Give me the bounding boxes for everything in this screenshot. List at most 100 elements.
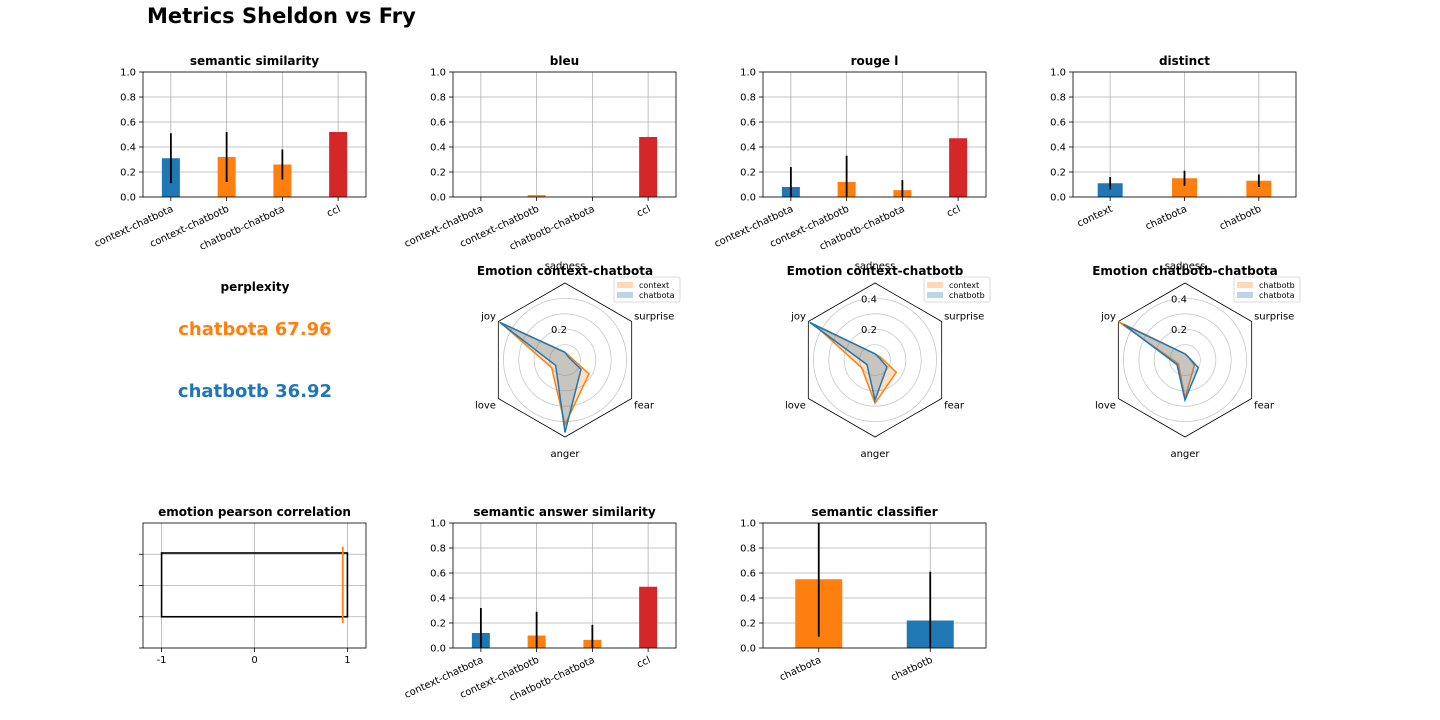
x-tick-label: context bbox=[1076, 204, 1115, 230]
chart-rouge: rouge l0.00.20.40.60.81.0context-chatbot… bbox=[713, 54, 987, 253]
x-tick-label: ccl bbox=[945, 204, 962, 220]
axes-frame bbox=[762, 522, 987, 649]
chart-emo1: Emotion context-chatbota 0.2 sadness surpri… bbox=[475, 261, 681, 460]
x-tick-label: 0 bbox=[251, 655, 257, 666]
y-tick-label: 1.0 bbox=[120, 68, 136, 79]
bar-context bbox=[1097, 183, 1123, 197]
bar-ccl bbox=[639, 137, 658, 197]
axis-label-joy: joy bbox=[1100, 312, 1116, 323]
axes-frame bbox=[452, 522, 677, 649]
radar-series-chatbotb bbox=[809, 321, 888, 403]
radial-gridline bbox=[1153, 328, 1217, 392]
y-tick-label: 0.2 bbox=[430, 619, 446, 630]
chart-emo3: Emotion chatbotb-chatbota 0.2 0.4 sadness su… bbox=[1092, 261, 1301, 460]
x-tick-label: ccl bbox=[325, 204, 342, 220]
y-tick-label: 1.0 bbox=[430, 68, 446, 79]
correlation-box bbox=[160, 552, 349, 618]
chart-title: semantic classifier bbox=[811, 505, 937, 519]
chart-pearson: emotion pearson correlation -1 0 1 bbox=[139, 505, 367, 666]
bar-chatbotb bbox=[1246, 180, 1272, 197]
y-tick-label: 0.4 bbox=[430, 143, 446, 154]
axis-label-surprise: surprise bbox=[1254, 312, 1294, 323]
y-tick-label: 0.8 bbox=[740, 544, 756, 555]
bar-chatbota bbox=[1172, 178, 1197, 197]
chart-title: distinct bbox=[1159, 54, 1210, 68]
y-tick-label: 0.0 bbox=[740, 644, 756, 655]
y-tick-label: 1.0 bbox=[740, 68, 756, 79]
y-tick-label: 0.4 bbox=[120, 143, 136, 154]
axis-label-fear: fear bbox=[1254, 401, 1275, 412]
bar-chatbotb-chatbota bbox=[273, 164, 292, 197]
r-tick-label: 0.4 bbox=[1171, 294, 1187, 305]
axis-label-anger: anger bbox=[550, 449, 580, 460]
radial-gridline bbox=[828, 313, 922, 407]
y-tick-label: 0.4 bbox=[1050, 143, 1066, 154]
chart-title: rouge l bbox=[851, 54, 899, 68]
y-tick-label: 0.2 bbox=[1050, 168, 1066, 179]
y-tick-label: 0.6 bbox=[430, 118, 446, 129]
axis-label-love: love bbox=[1095, 401, 1116, 412]
radar-series-chatbota bbox=[1123, 323, 1200, 403]
y-tick-label: 0.0 bbox=[430, 644, 446, 655]
axis-label-love: love bbox=[785, 401, 806, 412]
bar-ccl bbox=[329, 132, 348, 197]
radial-gridline bbox=[533, 328, 597, 392]
legend-label: chatbota bbox=[639, 291, 675, 300]
legend-swatch bbox=[1237, 282, 1253, 288]
chart-semclf: semantic classifier 0.0 0.2 0.4 0.6 0.8 1.0 cha… bbox=[740, 505, 987, 684]
legend-swatch bbox=[927, 292, 943, 298]
y-tick-label: 0.8 bbox=[1050, 93, 1066, 104]
r-tick-label: 0.2 bbox=[861, 325, 877, 336]
y-tick-label: 0.8 bbox=[430, 544, 446, 555]
legend-label: chatbotb bbox=[1259, 281, 1295, 290]
r-tick-label: 0.4 bbox=[861, 294, 877, 305]
legend-label: context bbox=[949, 281, 979, 290]
legend-box bbox=[1233, 276, 1301, 303]
radial-gridline bbox=[518, 313, 612, 407]
radial-gridline bbox=[843, 328, 907, 392]
axes-frame bbox=[142, 71, 367, 198]
y-tick-label: 0.4 bbox=[740, 143, 756, 154]
axis-label-joy: joy bbox=[790, 312, 806, 323]
axis-label-sadness: sadness bbox=[545, 261, 586, 272]
axis-label-anger: anger bbox=[1170, 449, 1200, 460]
axis-label-surprise: surprise bbox=[944, 312, 984, 323]
chart-bleu: bleu0.00.20.40.60.81.0context-chatbotaco… bbox=[403, 54, 677, 253]
legend-label: chatbotb bbox=[949, 291, 985, 300]
x-tick-label: chatbotb bbox=[1218, 204, 1263, 233]
x-tick-label: chatbotb bbox=[889, 655, 934, 684]
y-tick-label: 0.6 bbox=[740, 569, 756, 580]
x-tick-label: -1 bbox=[157, 655, 167, 666]
perplexity-value: chatbotb 36.92 bbox=[178, 381, 332, 402]
y-tick-label: 0.6 bbox=[1050, 118, 1066, 129]
radar-frame bbox=[497, 282, 633, 438]
axes-frame bbox=[762, 71, 987, 198]
y-tick-label: 0.2 bbox=[430, 168, 446, 179]
y-tick-label: 0.2 bbox=[740, 619, 756, 630]
y-tick-label: 0.8 bbox=[430, 93, 446, 104]
perplexity-value: chatbota 67.96 bbox=[178, 319, 331, 340]
radar-series-chatbota bbox=[499, 321, 582, 433]
legend-swatch bbox=[1237, 292, 1253, 298]
axis-label-love: love bbox=[475, 401, 496, 412]
chart-semans: semantic answer similarity 0.0 0.2 0.4 0.6 0.… bbox=[403, 505, 677, 704]
y-tick-label: 0.2 bbox=[740, 168, 756, 179]
chart-title: semantic similarity bbox=[190, 54, 319, 68]
axis-label-surprise: surprise bbox=[634, 312, 674, 323]
perplexity-title: perplexity bbox=[221, 280, 290, 294]
r-tick-label: 0.2 bbox=[1171, 325, 1187, 336]
axes-frame bbox=[452, 71, 677, 198]
legend-swatch bbox=[617, 292, 633, 298]
figure-title: Metrics Sheldon vs Fry bbox=[147, 4, 416, 28]
y-tick-label: 0.4 bbox=[430, 594, 446, 605]
legend-swatch bbox=[617, 282, 633, 288]
legend-swatch bbox=[927, 282, 943, 288]
axis-label-anger: anger bbox=[860, 449, 890, 460]
y-tick-label: 0.8 bbox=[120, 93, 136, 104]
y-tick-label: 0.0 bbox=[120, 193, 136, 204]
axis-label-joy: joy bbox=[480, 312, 496, 323]
radar-frame bbox=[807, 282, 943, 438]
